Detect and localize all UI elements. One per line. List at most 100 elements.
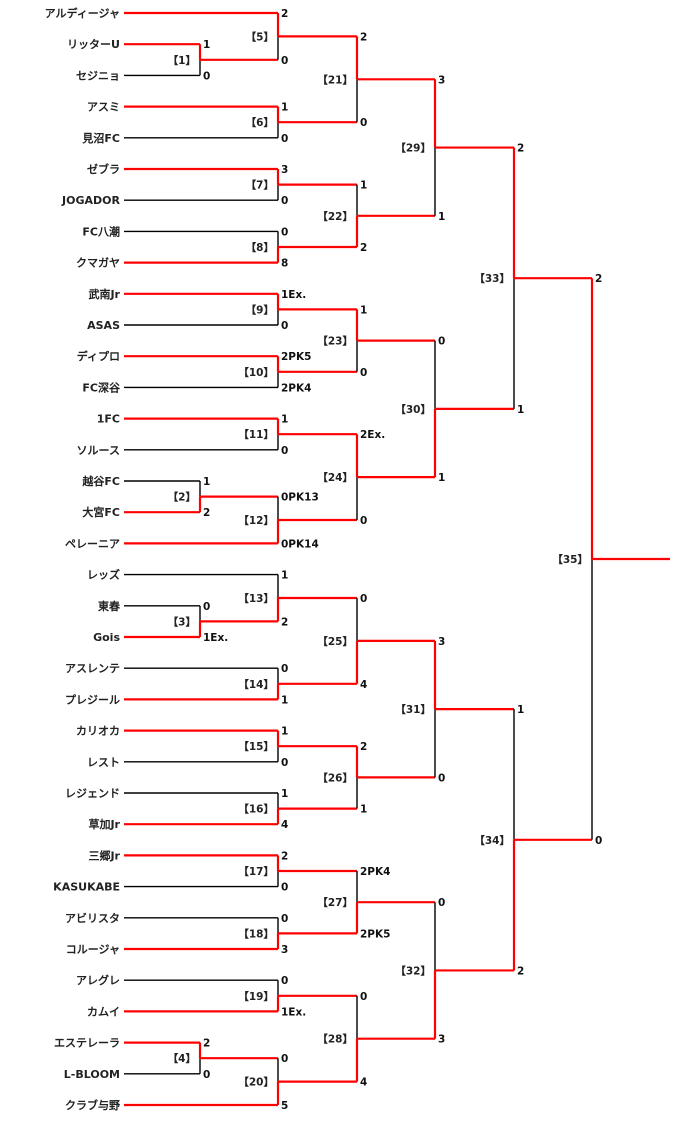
match-score: 1Ex. [281,289,306,301]
match-score: 0 [438,336,445,348]
match-score: 0 [360,367,367,379]
match-score: 2 [595,273,602,285]
team-name: リッターU [67,38,120,51]
match-score: 0 [281,882,288,894]
match-score: 1 [360,180,367,192]
match-score: 3 [281,164,288,176]
match-number: 【3】 [168,615,196,628]
match-score: 2 [281,850,288,862]
match-score: 4 [360,679,367,691]
match-score: 1 [281,788,288,800]
match-score: 2PK5 [281,351,311,363]
team-name: ゼブラ [87,162,120,176]
match-score: 0 [360,515,367,527]
match-score: 0PK13 [281,492,319,504]
team-name: エステレーラ [54,1037,120,1050]
match-number: 【7】 [246,179,274,192]
team-name: 東春 [98,599,121,613]
match-number: 【21】 [317,73,353,86]
match-score: 2PK4 [281,382,311,394]
match-score: 2 [281,616,288,628]
team-name: 武南Jr [88,287,120,301]
match-score: 0 [438,897,445,909]
team-name: カムイ [87,1005,120,1018]
match-number: 【16】 [238,803,274,816]
team-name: Gois [93,631,120,644]
match-score: 1Ex. [203,632,228,644]
match-score: 0 [360,991,367,1003]
match-score: 0 [281,663,288,675]
match-number: 【35】 [552,553,588,566]
match-score: 0 [281,226,288,238]
team-name: L-BLOOM [64,1068,120,1081]
match-score: 1 [281,694,288,706]
match-score: 0 [281,445,288,457]
match-score: 0 [281,1053,288,1065]
match-number: 【34】 [474,834,510,847]
match-score: 2PK4 [360,866,390,878]
match-number: 【4】 [168,1052,196,1065]
match-number: 【2】 [168,491,196,504]
match-score: 0 [203,601,210,613]
match-number: 【10】 [238,366,274,379]
match-score: 1 [281,414,288,426]
match-number: 【28】 [317,1033,353,1046]
team-name: アスレンテ [65,662,120,675]
match-score: 0 [281,133,288,145]
match-score: 2 [360,741,367,753]
team-name: ASAS [87,319,120,332]
match-score: 1 [281,570,288,582]
match-score: 0 [281,195,288,207]
team-name: レジェンド [65,787,120,800]
match-number: 【18】 [238,927,274,940]
match-score: 1Ex. [281,1006,306,1018]
match-score: 0 [438,772,445,784]
team-name: ソルース [77,444,120,457]
match-score: 0 [281,975,288,987]
match-number: 【29】 [395,142,431,155]
team-name: コルージャ [66,943,120,956]
match-score: 2 [203,507,210,519]
match-number: 【25】 [317,635,353,648]
match-score: 0PK14 [281,538,319,550]
match-score: 2 [281,8,288,20]
match-number: 【9】 [246,303,274,316]
match-score: 3 [281,944,288,956]
match-score: 8 [281,258,288,270]
match-number: 【30】 [395,403,431,416]
match-score: 0 [281,757,288,769]
match-number: 【19】 [238,990,274,1003]
team-name: アスミ [87,101,120,114]
match-score: 1 [281,102,288,114]
match-score: 0 [360,117,367,129]
match-score: 2 [203,1038,210,1050]
team-name: 1FC [97,413,120,426]
team-name: アビリスタ [65,911,120,925]
match-score: 2 [517,965,524,977]
match-number: 【26】 [317,771,353,784]
team-name: KASUKABE [53,881,120,894]
match-number: 【6】 [246,116,274,129]
match-score: 2Ex. [360,429,385,441]
match-number: 【24】 [317,471,353,484]
match-score: 5 [281,1100,288,1112]
match-number: 【8】 [246,241,274,254]
match-score: 1 [438,472,445,484]
match-score: 2 [517,143,524,155]
match-score: 1 [281,726,288,738]
match-number: 【13】 [238,592,274,605]
team-name: アレグレ [76,973,120,987]
match-score: 0 [203,1069,210,1081]
match-number: 【1】 [168,54,196,67]
match-score: 1 [438,211,445,223]
match-number: 【27】 [317,896,353,909]
team-name: セジニョ [76,69,120,82]
team-name: 草加Jr [88,817,120,831]
team-name: アルディージャ [45,6,120,20]
match-score: 3 [438,74,445,86]
match-score: 1 [517,704,524,716]
match-number: 【5】 [246,30,274,43]
team-name: クラブ与野 [65,1098,120,1112]
match-score: 0 [281,55,288,67]
